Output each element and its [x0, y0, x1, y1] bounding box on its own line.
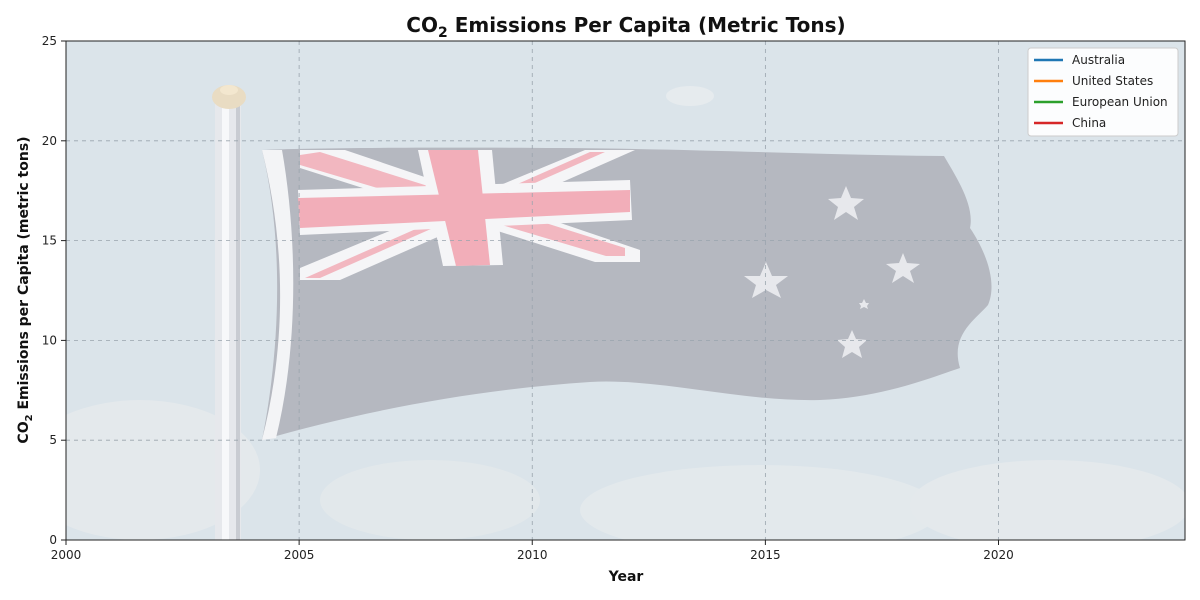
y-axis: 0 5 10 15 20 25: [42, 34, 66, 547]
x-tick-label: 2010: [517, 548, 548, 562]
x-tick-label: 2020: [983, 548, 1014, 562]
legend-label: United States: [1072, 74, 1153, 88]
x-axis-label: Year: [608, 569, 644, 585]
flag-stars: [744, 186, 920, 358]
y-axis-label: CO2 Emissions per Capita (metric tons): [16, 136, 35, 443]
chart-title: CO2 Emissions Per Capita (Metric Tons): [406, 13, 845, 41]
x-axis: 2000 2005 2010 2015 2020: [51, 540, 1014, 562]
y-tick-label: 0: [49, 533, 57, 547]
x-tick-label: 2015: [750, 548, 781, 562]
union-jack: [298, 150, 640, 280]
australian-flag-background: [66, 85, 1185, 540]
legend-label: European Union: [1072, 95, 1168, 109]
plot-frame: [65, 40, 1186, 541]
y-tick-label: 20: [42, 134, 57, 148]
legend: Australia United States European Union Chin…: [1027, 47, 1179, 137]
legend-label: China: [1072, 116, 1106, 130]
x-tick-label: 2005: [284, 548, 315, 562]
y-tick-label: 5: [49, 433, 57, 447]
y-tick-label: 15: [42, 234, 57, 248]
legend-box: [1027, 47, 1179, 137]
y-tick-label: 10: [42, 333, 57, 347]
x-tick-label: 2000: [51, 548, 82, 562]
y-tick-label: 25: [42, 34, 57, 48]
legend-label: Australia: [1072, 53, 1125, 67]
